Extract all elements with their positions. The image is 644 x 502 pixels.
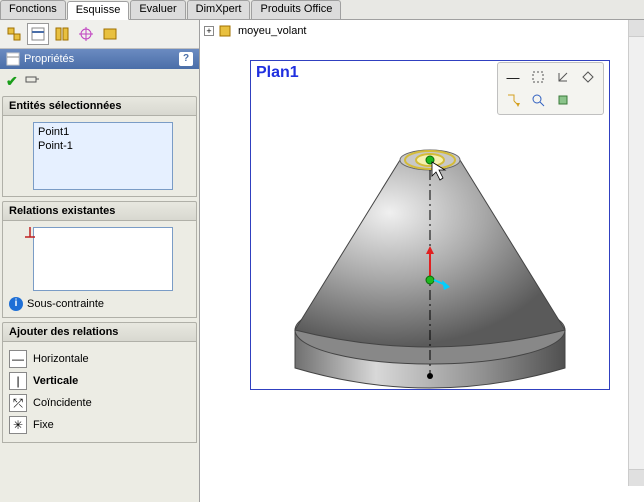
vertical-scrollbar[interactable]: [628, 20, 644, 486]
fix-icon: ✳: [9, 416, 27, 434]
tab-evaluer[interactable]: Evaluer: [130, 0, 185, 19]
add-relations-section: Ajouter des relations — Horizontale | Ve…: [2, 322, 197, 443]
relations-title: Relations existantes: [9, 205, 115, 217]
tab-esquisse[interactable]: Esquisse: [67, 1, 130, 20]
relation-horizontale[interactable]: — Horizontale: [9, 348, 190, 370]
relations-title-bar[interactable]: Relations existantes: [2, 201, 197, 221]
horizontal-icon: —: [9, 350, 27, 368]
relation-fixe[interactable]: ✳ Fixe: [9, 414, 190, 436]
add-relations-title-bar[interactable]: Ajouter des relations: [2, 322, 197, 342]
panel-toolbar: [0, 20, 199, 49]
config-manager-icon[interactable]: [51, 23, 73, 45]
relation-label: Fixe: [33, 419, 54, 431]
relation-label: Horizontale: [33, 353, 89, 365]
feature-tree-root[interactable]: + moyeu_volant: [200, 20, 644, 42]
display-manager-icon[interactable]: [99, 23, 121, 45]
entity-item[interactable]: Point-1: [38, 139, 168, 153]
part-icon: [218, 24, 234, 38]
tab-bar: Fonctions Esquisse Evaluer DimXpert Prod…: [0, 0, 644, 20]
relation-verticale[interactable]: | Verticale: [9, 370, 190, 392]
tree-root-label: moyeu_volant: [238, 25, 307, 37]
zoom-area-icon[interactable]: [527, 67, 549, 87]
feature-tree-icon[interactable]: [3, 23, 25, 45]
previous-view-icon[interactable]: [552, 67, 574, 87]
entities-listbox[interactable]: Point1 Point-1: [33, 122, 173, 190]
vertical-icon: |: [9, 372, 27, 390]
properties-icon: [6, 52, 20, 66]
crosshair-icon[interactable]: [75, 23, 97, 45]
property-manager-icon[interactable]: [27, 23, 49, 45]
zoom-fit-icon[interactable]: —: [502, 67, 524, 87]
entities-title-bar[interactable]: Entités sélectionnées: [2, 96, 197, 116]
tab-dimxpert[interactable]: DimXpert: [187, 0, 251, 19]
confirm-row: ✔: [0, 69, 199, 94]
main-area: Propriétés ? ✔ Entités sélectionnées Poi…: [0, 20, 644, 502]
constraint-status-text: Sous-contrainte: [27, 298, 104, 310]
coincident-icon: ⤱: [9, 394, 27, 412]
pushpin-button[interactable]: [24, 73, 40, 90]
tab-produits-office[interactable]: Produits Office: [251, 0, 341, 19]
relation-label: Coïncidente: [33, 397, 92, 409]
graphics-viewport[interactable]: + moyeu_volant Plan1 —: [200, 20, 644, 502]
properties-header: Propriétés ?: [0, 49, 199, 69]
info-icon: i: [9, 297, 23, 311]
model-view: [250, 100, 610, 420]
perpendicular-icon: [23, 225, 37, 239]
plane-label: Plan1: [256, 64, 299, 82]
help-button[interactable]: ?: [179, 52, 193, 66]
relation-coincidente[interactable]: ⤱ Coïncidente: [9, 392, 190, 414]
relation-label: Verticale: [33, 375, 78, 387]
expand-icon[interactable]: +: [204, 26, 214, 36]
ok-button[interactable]: ✔: [6, 73, 18, 90]
constraint-status-row: i Sous-contrainte: [9, 297, 190, 311]
add-relations-title: Ajouter des relations: [9, 326, 118, 338]
relations-section: Relations existantes i Sous-contrainte: [2, 201, 197, 318]
relations-listbox[interactable]: [33, 227, 173, 291]
entity-item[interactable]: Point1: [38, 125, 168, 139]
section-view-icon[interactable]: [577, 67, 599, 87]
tab-fonctions[interactable]: Fonctions: [0, 0, 66, 19]
property-panel: Propriétés ? ✔ Entités sélectionnées Poi…: [0, 20, 200, 502]
entities-title: Entités sélectionnées: [9, 100, 122, 112]
entities-section: Entités sélectionnées Point1 Point-1: [2, 96, 197, 197]
properties-title: Propriétés: [24, 53, 74, 65]
